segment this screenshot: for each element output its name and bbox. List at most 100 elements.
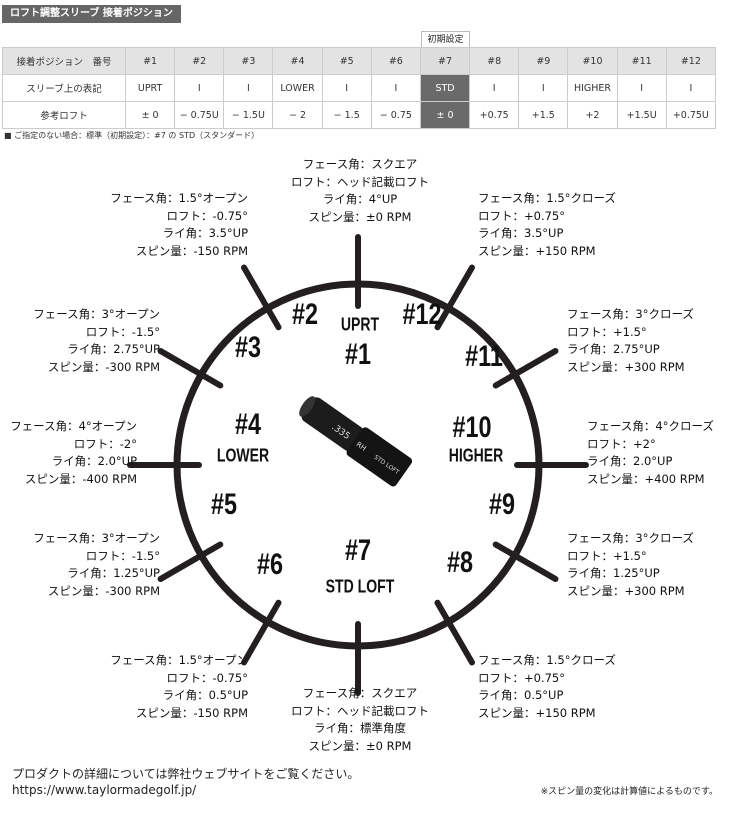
spec-block-p4: フェース角：4°オープン ロフト：-2° ライ角：2.0°UP スピン量：-400 R… (10, 418, 137, 488)
position-11: #11 (465, 340, 503, 373)
position-2: #2 (291, 298, 319, 331)
spec-line: フェース角：3°クローズ (567, 531, 694, 545)
position-spoke (241, 264, 282, 331)
std-loft-label: STD LOFT (325, 576, 395, 597)
table-cell: − 1.5U (223, 101, 274, 129)
position-4: #4 (234, 408, 262, 441)
table-cell: #5 (321, 47, 372, 75)
spec-line: スピン量：±0 RPM (308, 738, 412, 753)
spec-line: スピン量：+150 RPM (478, 705, 596, 720)
table-cell: #10 (567, 47, 618, 75)
spec-line: スピン量：-150 RPM (135, 705, 248, 720)
spec-block-p2: フェース角：1.5°オープン ロフト：-0.75° ライ角：3.5°UP スピン量：-… (110, 190, 248, 260)
spec-line: ライ角：1.25°UP (567, 566, 660, 580)
spec-line: ライ角：0.5°UP (478, 688, 564, 702)
spin-note: ※スピン量の変化は計算値によるものです。 (540, 787, 718, 797)
spec-line: フェース角：1.5°クローズ (478, 653, 616, 667)
table-cell: I (518, 74, 569, 102)
spec-line: ライ角：4°UP (322, 192, 398, 206)
spec-line: スピン量：+150 RPM (478, 243, 596, 258)
spec-line: ライ角：2.0°UP (587, 454, 673, 468)
spec-line: スピン量：-400 RPM (24, 471, 137, 486)
position-table: 接着ポジション 番号 #1 #2 #3 #4 #5 #6 #7 #8 #9 #10 #11 #12 スリ… (2, 47, 717, 129)
position-9: #9 (488, 488, 516, 521)
spec-line: ロフト：-1.5° (85, 324, 160, 339)
details-text: プロダクトの詳細については弊社ウェブサイトをご覧ください。 (12, 767, 360, 781)
spec-line: スピン量：+400 RPM (587, 471, 705, 486)
position-5: #5 (210, 488, 238, 521)
spec-line: ロフト：-2° (73, 436, 137, 451)
website-link[interactable]: https://www.taylormadegolf.jp/ (12, 783, 197, 797)
spec-line: ロフト：-0.75° (166, 670, 248, 685)
position-3: #3 (234, 331, 262, 364)
position-spoke (157, 348, 224, 389)
spec-line: ライ角：1.25°UP (67, 566, 160, 580)
table-cell: ± 0 (419, 101, 471, 129)
position-spoke (157, 541, 224, 582)
position-spoke (492, 541, 559, 582)
position-spoke (434, 599, 475, 666)
spec-block-p5: フェース角：3°オープン ロフト：-1.5° ライ角：1.25°UP スピン量：-30… (33, 530, 160, 600)
table-cell: I (174, 74, 225, 102)
spec-line: フェース角：4°クローズ (587, 419, 714, 433)
table-cell: #7 (419, 47, 471, 75)
spec-block-p6: フェース角：1.5°オープンロフト：-0.75° ライ角：0.5°UP スピン量：-… (110, 652, 248, 722)
spec-line: ロフト：-1.5° (85, 548, 160, 563)
spec-block-p7: フェース角：スクエア ロフト：ヘッド記載ロフト ライ角：標準角度 スピン量：±0 RP… (260, 685, 460, 755)
table-cell: #8 (469, 47, 520, 75)
table-cell: #2 (174, 47, 225, 75)
spec-line: スピン量：-150 RPM (135, 243, 248, 258)
position-8: #8 (446, 546, 474, 579)
spec-line: ライ角：0.5°UP (162, 688, 248, 702)
spec-line: ライ角：3.5°UP (162, 226, 248, 240)
table-cell: #12 (665, 47, 717, 75)
table-cell: I (665, 74, 717, 102)
spec-line: ロフト：+1.5° (567, 548, 647, 563)
spec-line: スピン量：+300 RPM (567, 359, 685, 374)
spec-line: ライ角：3.5°UP (478, 226, 564, 240)
row-header: スリーブ上の表記 (2, 74, 126, 102)
default-note: ■ ご指定のない場合：標準（初期設定）：#7 の STD（スタンダード） (4, 131, 260, 140)
spec-line: フェース角：4°オープン (10, 419, 137, 433)
table-cell: +0.75U (665, 101, 717, 129)
spec-line: フェース角：1.5°オープン (110, 653, 248, 667)
table-cell: +1.5 (518, 101, 569, 129)
spec-line: スピン量：±0 RPM (308, 209, 412, 224)
spec-line: ライ角：2.75°UP (67, 342, 160, 356)
table-cell: #9 (518, 47, 569, 75)
table-cell: STD (419, 74, 471, 102)
table-cell: − 0.75U (174, 101, 225, 129)
spec-block-p11: フェース角：3°クローズ ロフト：+1.5° ライ角：2.75°UP スピン量：+30… (567, 306, 694, 376)
table-cell: +0.75 (469, 101, 520, 129)
spec-line: フェース角：1.5°クローズ (478, 191, 616, 205)
spec-line: ロフト：+0.75° (478, 208, 565, 223)
lower-label: LOWER (216, 445, 270, 466)
position-spoke (434, 264, 475, 331)
position-spoke (241, 599, 282, 666)
spec-block-p3: フェース角：3°オープン ロフト：-1.5° ライ角：2.75°UP スピン量：-30… (33, 306, 160, 376)
position-6: #6 (256, 548, 284, 581)
table-cell: #11 (616, 47, 667, 75)
table-cell: I (223, 74, 274, 102)
section-title: ロフト調整スリーブ 接着ポジション (2, 5, 181, 23)
spec-block-p12: フェース角：1.5°クローズ ロフト：+0.75° ライ角：3.5°UP スピン量：+… (478, 190, 616, 260)
position-spoke (492, 348, 559, 389)
table-cell: ± 0 (124, 101, 176, 129)
table-cell: #6 (370, 47, 421, 75)
spec-line: ライ角：標準角度 (314, 721, 406, 735)
spec-line: ロフト：+2° (587, 436, 656, 451)
table-cell: − 0.75 (370, 101, 421, 129)
position-1: #1 (344, 338, 372, 371)
table-cell: +2 (567, 101, 618, 129)
spec-line: フェース角：スクエア (302, 686, 418, 700)
position-10: #10 (452, 411, 492, 444)
initial-setting-label: 初期設定 (421, 31, 470, 48)
spec-block-p9: フェース角：3°クローズ ロフト：+1.5° ライ角：1.25°UP スピン量：+30… (567, 530, 694, 600)
row-header: 参考ロフト (2, 101, 126, 129)
spec-line: フェース角：3°クローズ (567, 307, 694, 321)
spec-line: スピン量：-300 RPM (47, 583, 160, 598)
spec-line: フェース角：3°オープン (33, 307, 160, 321)
spec-block-p1: フェース角：スクエア ロフト：ヘッド記載ロフト ライ角：4°UP スピン量：±0 RP… (260, 156, 460, 226)
spec-line: ロフト：-0.75° (166, 208, 248, 223)
spec-block-p8: フェース角：1.5°クローズ ロフト：+0.75° ライ角：0.5°UP スピン量：+… (478, 652, 616, 722)
